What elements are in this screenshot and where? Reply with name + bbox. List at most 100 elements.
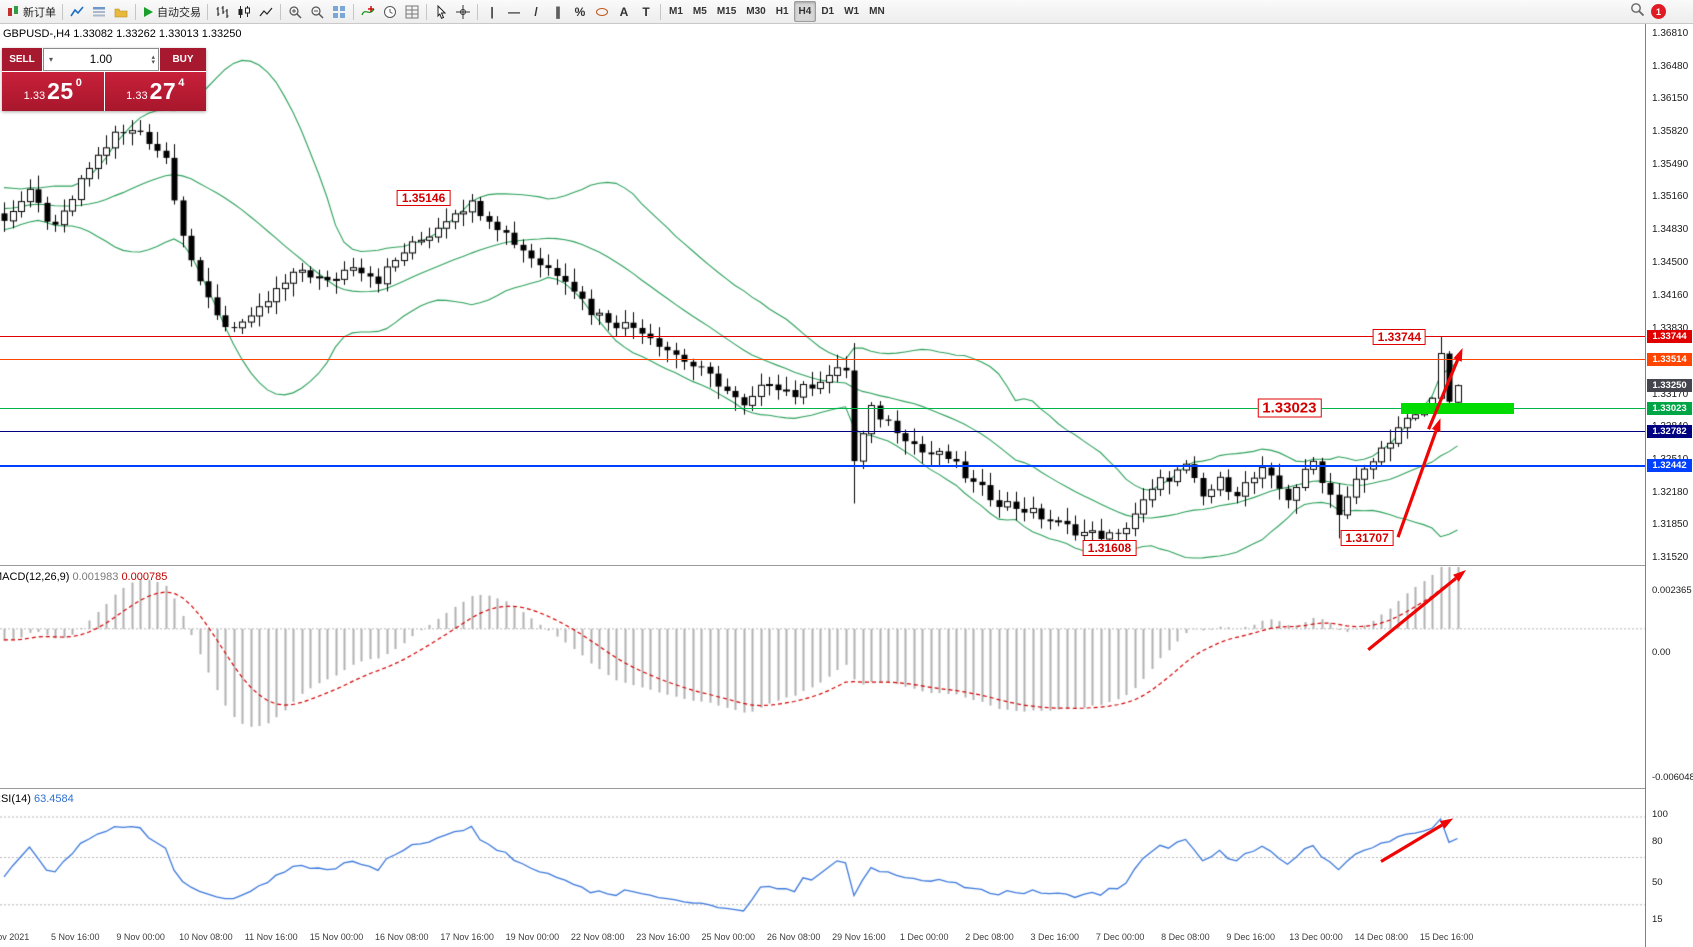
line-chart-icon	[259, 5, 273, 19]
market-watch-icon	[70, 5, 84, 19]
price-tag: 1.33250	[1647, 379, 1692, 393]
tile-windows-button[interactable]	[328, 2, 350, 22]
buy-button[interactable]: BUY	[160, 48, 206, 71]
sell-price-big: 25	[47, 78, 74, 104]
trendline-icon: /	[534, 4, 538, 19]
time-axis-label: 26 Nov 08:00	[766, 932, 821, 942]
volume-spinner[interactable]: ▴ ▾	[151, 53, 155, 66]
macd-signal-value: 0.000785	[121, 571, 168, 583]
time-axis-label: 7 Dec 00:00	[1095, 932, 1145, 942]
indicators-icon	[361, 5, 375, 19]
chart-title: GBPUSD-,H4 1.33082 1.33262 1.33013 1.332…	[3, 28, 242, 40]
time-axis[interactable]: Nov 2021 5 Nov 16:00 9 Nov 00:00 10 Nov 08:…	[0, 926, 1645, 947]
vline-icon: |	[490, 4, 494, 19]
time-axis-label: 15 Nov 00:00	[309, 932, 364, 942]
crosshair-button[interactable]	[452, 2, 474, 22]
price-axis-label: 1.35490	[1652, 158, 1689, 170]
trendline-tool[interactable]: /	[525, 2, 547, 22]
label-tool[interactable]: T	[635, 2, 657, 22]
price-axis-label: 1.34160	[1652, 290, 1689, 302]
rsi-axis-label: 50	[1652, 876, 1663, 888]
notification-badge[interactable]: 1	[1651, 4, 1666, 19]
search-icon[interactable]	[1630, 2, 1645, 22]
auto-trading-icon	[142, 6, 154, 18]
timeframe-button-m30[interactable]: M30	[746, 6, 766, 17]
macd-main-value: 0.001983	[72, 571, 119, 583]
navigator-button[interactable]	[110, 2, 132, 22]
time-axis-label: 16 Nov 08:00	[375, 932, 429, 942]
navigator-icon	[114, 5, 128, 19]
price-axis-label: 1.31520	[1652, 551, 1689, 563]
indicators-button[interactable]	[357, 2, 379, 22]
zoom-in-button[interactable]	[284, 2, 306, 22]
timeframe-button-h1[interactable]: H1	[775, 6, 789, 17]
channel-icon: ∥	[555, 4, 561, 19]
timeframe-button-m5[interactable]: M5	[692, 6, 707, 17]
price-axis[interactable]: 1.36810 1.36480 1.36150 1.35820 1.35490 1.351…	[1645, 24, 1693, 947]
ellipse-icon	[595, 6, 609, 18]
shapes-tool[interactable]	[591, 2, 613, 22]
new-order-icon	[6, 5, 20, 19]
time-axis-label: 19 Nov 00:00	[505, 932, 560, 942]
horizontal-line-tool[interactable]: —	[503, 2, 525, 22]
timeframe-button-w1[interactable]: W1	[844, 6, 860, 17]
fibonacci-icon: %	[574, 4, 586, 19]
price-axis-label: 1.36150	[1652, 93, 1689, 105]
new-order-button[interactable]: 新订单	[3, 2, 59, 22]
buy-price-display[interactable]: 1.33 27 4	[104, 72, 206, 111]
cursor-button[interactable]	[430, 2, 452, 22]
buy-price-big: 27	[149, 78, 177, 104]
panel-separator-macd[interactable]	[0, 565, 1645, 566]
panel-separator-rsi[interactable]	[0, 788, 1645, 789]
rsi-axis-label: 15	[1652, 914, 1663, 925]
cursor-icon	[434, 4, 448, 19]
crosshair-icon	[456, 4, 470, 19]
zoom-out-button[interactable]	[306, 2, 328, 22]
time-axis-label: 3 Dec 16:00	[1030, 932, 1080, 942]
new-order-label: 新订单	[23, 6, 56, 19]
timeframe-button-m15[interactable]: M15	[716, 6, 737, 17]
periods-button[interactable]	[379, 2, 401, 22]
timeframe-button-mn[interactable]: MN	[869, 6, 885, 17]
volume-input[interactable]: ▾ 1.00 ▴ ▾	[43, 48, 159, 71]
rsi-label: RSI(14) 63.4584	[0, 793, 74, 805]
data-window-icon	[92, 5, 106, 19]
label-icon: T	[642, 4, 650, 19]
vertical-line-tool[interactable]: |	[481, 2, 503, 22]
text-icon: A	[619, 4, 629, 19]
macd-axis-label: 0.00	[1652, 646, 1671, 658]
time-axis-label: 23 Nov 16:00	[636, 932, 690, 942]
market-watch-button[interactable]	[66, 2, 88, 22]
sell-button[interactable]: SELL	[2, 48, 42, 71]
toolbar-separator	[207, 3, 208, 20]
timeframe-button-d1[interactable]: D1	[821, 6, 835, 17]
toolbar-separator	[477, 3, 478, 20]
toolbar-separator	[280, 3, 281, 20]
time-axis-label: 2 Dec 08:00	[965, 932, 1014, 942]
time-axis-label: 13 Dec 00:00	[1289, 932, 1343, 942]
data-window-button[interactable]	[88, 2, 110, 22]
channel-tool[interactable]: ∥	[547, 2, 569, 22]
line-chart-button[interactable]	[255, 2, 277, 22]
bar-chart-icon	[215, 5, 229, 19]
bar-chart-button[interactable]	[211, 2, 233, 22]
zoom-out-icon	[310, 5, 324, 19]
auto-trading-button[interactable]: 自动交易	[139, 2, 204, 22]
toolbar-separator	[135, 3, 136, 20]
templates-button[interactable]	[401, 2, 423, 22]
time-axis-label: 9 Dec 16:00	[1226, 932, 1275, 942]
price-axis-label: 1.35820	[1652, 126, 1689, 138]
spin-down-icon[interactable]: ▾	[151, 58, 155, 66]
rsi-value: 63.4584	[33, 793, 74, 805]
candlestick-chart-button[interactable]	[233, 2, 255, 22]
sell-price-display[interactable]: 1.33 25 0	[2, 72, 104, 111]
timeframe-button-h4[interactable]: H4	[793, 1, 817, 22]
text-tool[interactable]: A	[613, 2, 635, 22]
timeframe-button-m1[interactable]: M1	[669, 6, 683, 17]
tile-windows-icon	[332, 5, 346, 19]
fibonacci-tool[interactable]: %	[569, 2, 591, 22]
spin-up-icon[interactable]: ▴	[151, 53, 155, 61]
price-axis-label: 1.34830	[1652, 224, 1689, 236]
volume-dropdown-icon[interactable]: ▾	[49, 55, 54, 64]
